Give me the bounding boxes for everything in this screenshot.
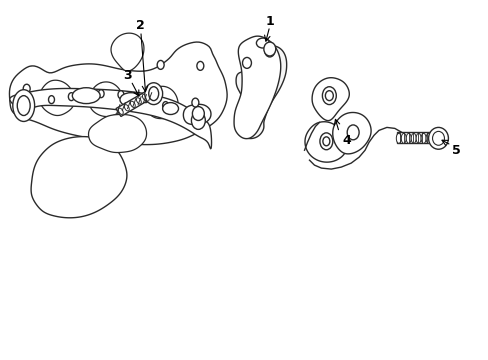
- Ellipse shape: [163, 102, 168, 109]
- Polygon shape: [183, 104, 210, 125]
- Polygon shape: [311, 78, 348, 121]
- Ellipse shape: [148, 91, 153, 97]
- Ellipse shape: [157, 60, 164, 69]
- Polygon shape: [31, 136, 127, 218]
- Ellipse shape: [144, 83, 163, 105]
- Polygon shape: [332, 112, 370, 154]
- Ellipse shape: [191, 98, 199, 107]
- Ellipse shape: [23, 84, 30, 93]
- Ellipse shape: [72, 88, 100, 104]
- Polygon shape: [396, 132, 434, 143]
- Ellipse shape: [319, 133, 332, 150]
- Polygon shape: [9, 42, 226, 145]
- Ellipse shape: [17, 96, 30, 116]
- Ellipse shape: [142, 94, 147, 100]
- Ellipse shape: [264, 45, 274, 57]
- Ellipse shape: [142, 95, 148, 103]
- Ellipse shape: [395, 133, 401, 143]
- Ellipse shape: [197, 62, 203, 70]
- Ellipse shape: [432, 131, 444, 145]
- Ellipse shape: [192, 107, 204, 121]
- Ellipse shape: [415, 133, 420, 143]
- Ellipse shape: [13, 90, 35, 121]
- Text: 5: 5: [451, 144, 460, 157]
- Ellipse shape: [98, 90, 104, 98]
- Ellipse shape: [401, 133, 406, 143]
- Ellipse shape: [427, 127, 447, 149]
- Polygon shape: [40, 80, 74, 116]
- Ellipse shape: [256, 38, 269, 48]
- Ellipse shape: [148, 87, 158, 100]
- Text: 1: 1: [265, 15, 274, 28]
- Polygon shape: [88, 114, 146, 153]
- Ellipse shape: [346, 125, 358, 140]
- Text: 2: 2: [136, 19, 145, 32]
- Ellipse shape: [118, 108, 123, 114]
- Ellipse shape: [242, 58, 251, 68]
- Ellipse shape: [406, 133, 410, 143]
- Ellipse shape: [420, 133, 425, 143]
- Ellipse shape: [425, 133, 430, 143]
- Text: 3: 3: [123, 69, 132, 82]
- Ellipse shape: [68, 93, 74, 100]
- Ellipse shape: [410, 133, 415, 143]
- Ellipse shape: [264, 42, 275, 56]
- Polygon shape: [10, 89, 211, 149]
- Polygon shape: [145, 86, 178, 118]
- Ellipse shape: [430, 133, 435, 143]
- Ellipse shape: [23, 111, 30, 120]
- Ellipse shape: [322, 87, 336, 105]
- Ellipse shape: [322, 137, 329, 146]
- Polygon shape: [89, 82, 123, 117]
- Polygon shape: [234, 36, 280, 139]
- Polygon shape: [116, 90, 152, 117]
- Ellipse shape: [130, 101, 135, 108]
- Ellipse shape: [163, 103, 178, 114]
- Text: 4: 4: [342, 134, 351, 147]
- Polygon shape: [236, 46, 286, 139]
- Polygon shape: [111, 33, 143, 71]
- Ellipse shape: [48, 96, 54, 104]
- Polygon shape: [305, 122, 347, 162]
- Ellipse shape: [118, 91, 123, 99]
- Ellipse shape: [325, 91, 333, 100]
- Ellipse shape: [124, 105, 129, 111]
- Ellipse shape: [191, 112, 205, 129]
- Ellipse shape: [120, 93, 142, 107]
- Ellipse shape: [136, 98, 141, 104]
